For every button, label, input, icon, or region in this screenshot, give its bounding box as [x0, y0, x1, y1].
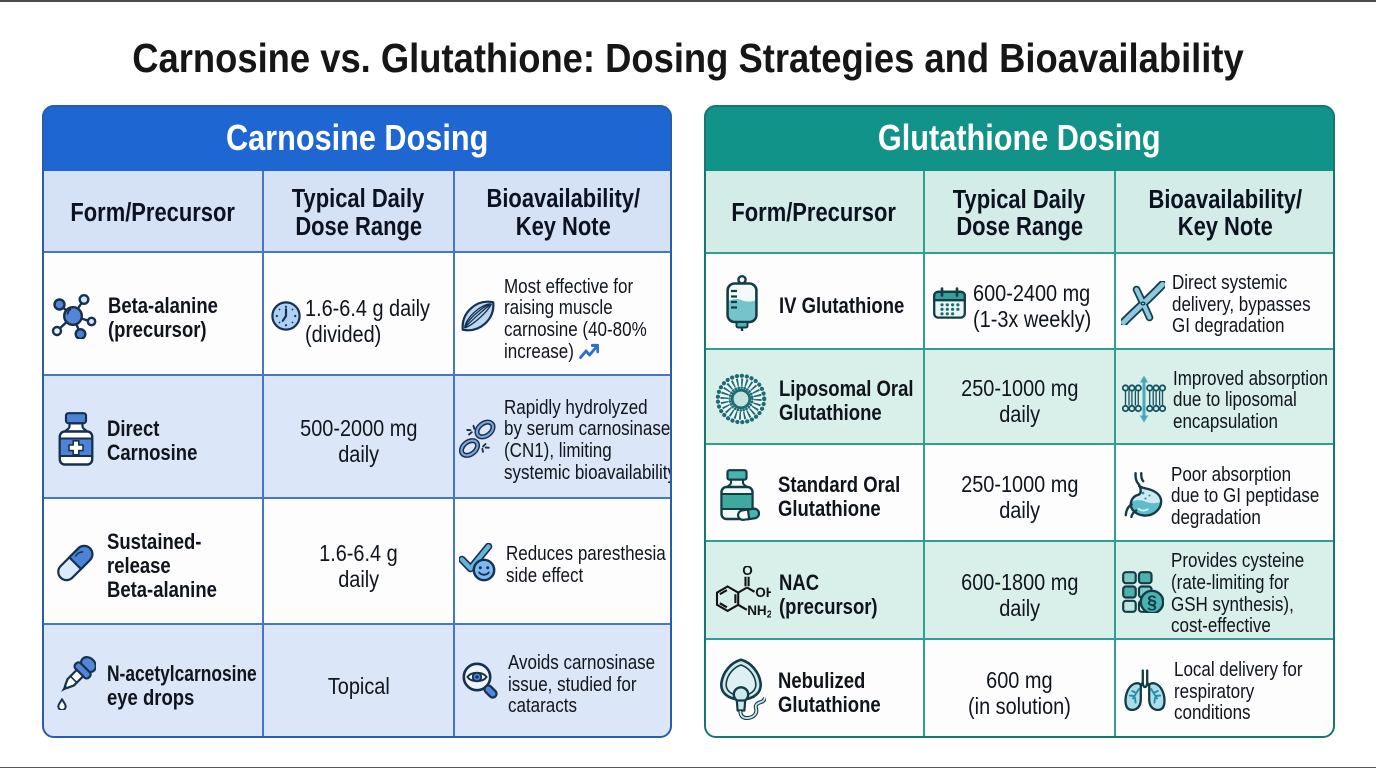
svg-text:OH: OH — [755, 585, 771, 600]
svg-text:NH2: NH2 — [747, 603, 771, 618]
svg-text:O: O — [742, 566, 753, 578]
svg-text:§: § — [1147, 593, 1157, 613]
